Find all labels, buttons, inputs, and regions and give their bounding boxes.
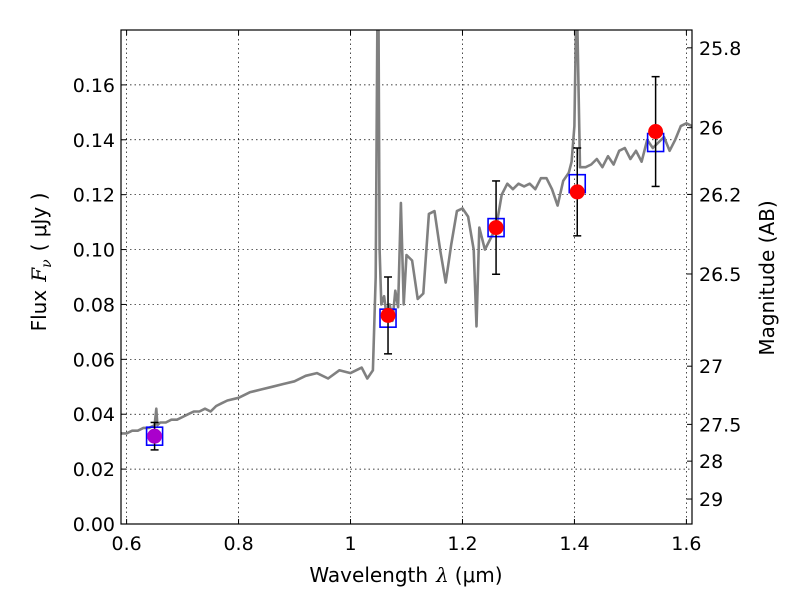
observed-point bbox=[488, 220, 504, 236]
y2-tick-label: 25.8 bbox=[699, 38, 741, 60]
observed-point bbox=[569, 184, 585, 200]
y2-tick-label: 26.5 bbox=[699, 264, 741, 286]
chart-marks bbox=[121, 30, 692, 451]
y2-tick-label: 27 bbox=[699, 356, 723, 378]
observed-point bbox=[380, 307, 396, 323]
axis-ticks: 0.6 0.8 1 1.2 1.4 1.6 0.00 0.02 0.04 0.06 0.08 0.10… bbox=[73, 30, 741, 555]
y-tick-label: 0.06 bbox=[73, 349, 115, 371]
x-axis-label-symbol: λ bbox=[435, 563, 449, 587]
x-tick-label: 1.2 bbox=[447, 533, 477, 555]
spectrum-line bbox=[121, 30, 692, 435]
y2-tick-label: 29 bbox=[699, 489, 723, 511]
y2-axis-label: Magnitude (AB) bbox=[755, 200, 779, 355]
plot-area bbox=[121, 30, 692, 451]
y-axis-label-text: Flux bbox=[27, 290, 51, 332]
y-tick-label: 0.14 bbox=[73, 130, 115, 152]
y2-tick-label: 26.2 bbox=[699, 184, 741, 206]
y-tick-label: 0.02 bbox=[73, 459, 115, 481]
y-axis-label-unit: ( μJy ) bbox=[27, 193, 51, 252]
y-tick-label: 0.04 bbox=[73, 404, 115, 426]
y-axis-label-subscript: ν bbox=[39, 259, 55, 268]
y-tick-label: 0.08 bbox=[73, 294, 115, 316]
x-tick-label: 0.8 bbox=[223, 533, 253, 555]
y2-tick-label: 27.5 bbox=[699, 414, 741, 436]
x-tick-label: 1.6 bbox=[671, 533, 701, 555]
x-tick-label: 1 bbox=[344, 533, 356, 555]
y-tick-label: 0.16 bbox=[73, 75, 115, 97]
x-axis-label-unit: (μm) bbox=[455, 563, 503, 587]
x-axis-label: Wavelength λ (μm) bbox=[309, 563, 502, 587]
observed-point bbox=[147, 428, 163, 444]
x-axis-label-text: Wavelength bbox=[309, 563, 428, 587]
x-tick-label: 0.6 bbox=[111, 533, 141, 555]
y-tick-label: 0.12 bbox=[73, 185, 115, 207]
observed-point bbox=[648, 124, 664, 140]
y-axis-label-symbol: F bbox=[27, 267, 51, 283]
y-tick-label: 0.10 bbox=[73, 240, 115, 262]
plot-frame bbox=[120, 29, 693, 525]
y2-tick-label: 28 bbox=[699, 451, 723, 473]
y-tick-label: 0.00 bbox=[73, 514, 115, 536]
x-tick-label: 1.4 bbox=[559, 533, 589, 555]
y2-tick-label: 26 bbox=[699, 118, 723, 140]
y-axis-label: Flux Fν ( μJy ) bbox=[27, 193, 55, 332]
